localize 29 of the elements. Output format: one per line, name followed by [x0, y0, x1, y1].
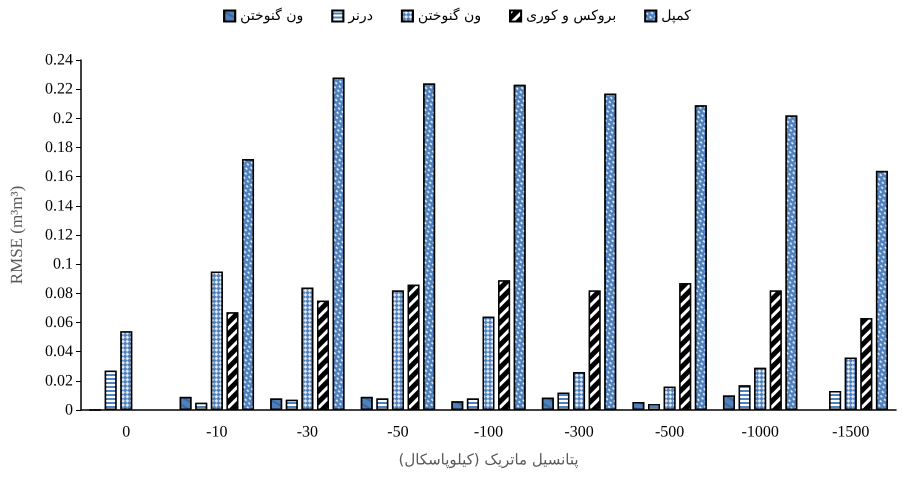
legend-label: درنر [347, 8, 373, 24]
x-tick-label: -30 [296, 424, 318, 440]
x-tick-label: -1500 [832, 424, 870, 440]
x-tick-label: -1000 [742, 424, 779, 440]
y-tick-label: 0.2 [53, 110, 73, 127]
y-tick-label: 0.02 [45, 372, 73, 390]
x-tick-label: -50 [387, 424, 409, 440]
y-tick-label: 0.24 [45, 52, 73, 68]
x-axis-title: پتانسیل ماتریک (کیلوپاسکال) [398, 450, 579, 468]
y-tick-label: 0 [65, 402, 73, 418]
x-tick-label: -500 [654, 424, 684, 440]
x-tick-label: -300 [564, 424, 594, 440]
y-tick-label: 0.06 [45, 314, 73, 331]
y-tick-label: 0.22 [45, 80, 73, 98]
y-tick-label: 0.14 [45, 197, 73, 214]
x-tick-label: 0 [122, 424, 130, 440]
y-tick-label: 0.18 [45, 139, 73, 156]
y-tick-label: 0.1 [53, 256, 73, 273]
x-tick-label: -100 [474, 424, 504, 440]
legend-label: ون گنوختن [240, 7, 304, 24]
legend-label: کمپل [661, 8, 692, 24]
legend-label: بروکس و کوری [526, 8, 616, 24]
y-tick-label: 0.08 [45, 284, 73, 302]
x-tick-label: -10 [206, 424, 228, 440]
y-tick-label: 0.04 [45, 343, 73, 360]
y-tick-label: 0.12 [45, 226, 73, 244]
legend-label: ون گنوختن [418, 7, 482, 24]
y-axis-title: RMSE (m³m³) [7, 186, 26, 284]
y-tick-label: 0.16 [45, 168, 73, 186]
